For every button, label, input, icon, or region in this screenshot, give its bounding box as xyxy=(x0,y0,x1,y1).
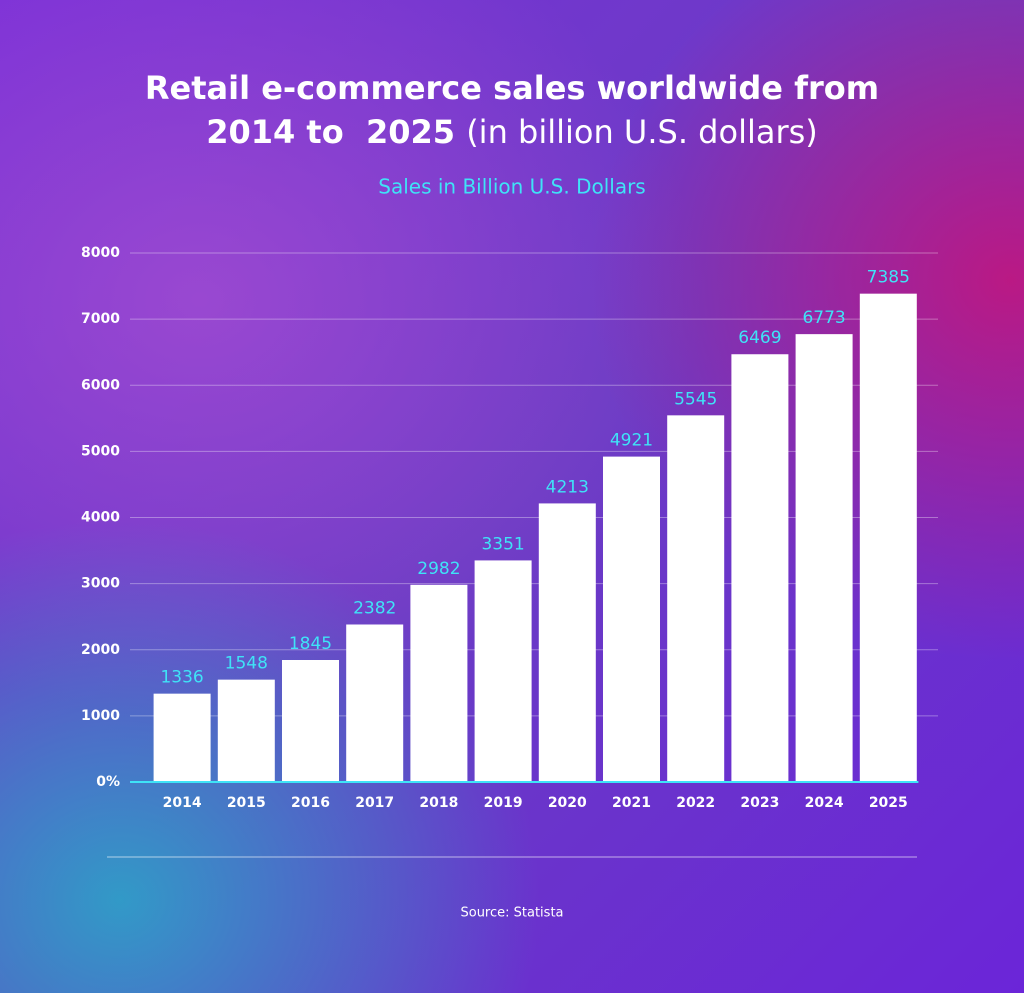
x-tick-label: 2015 xyxy=(227,795,266,811)
bar xyxy=(153,693,211,782)
bar xyxy=(667,415,725,782)
bar xyxy=(346,624,404,782)
y-tick-label: 4000 xyxy=(81,510,120,526)
x-tick-label: 2020 xyxy=(548,795,587,811)
y-tick-label: 7000 xyxy=(81,311,120,327)
value-label: 7385 xyxy=(867,268,910,288)
y-tick-label: 2000 xyxy=(81,642,120,658)
source: Source: Statista xyxy=(460,906,563,921)
value-label: 1548 xyxy=(225,654,268,674)
y-tick-label: 5000 xyxy=(81,443,120,459)
y-tick-label: 8000 xyxy=(81,245,120,261)
x-tick-label: 2021 xyxy=(612,795,651,811)
x-tick-label: 2023 xyxy=(740,795,779,811)
x-tick-label: 2022 xyxy=(676,795,715,811)
value-label: 3351 xyxy=(481,534,524,554)
bar xyxy=(603,456,660,782)
y-tick-label: 0% xyxy=(96,774,120,790)
title-block: Retail e-commerce sales worldwide from 2… xyxy=(132,66,892,154)
bar xyxy=(410,584,468,782)
value-label: 1336 xyxy=(160,668,203,688)
x-tick-label: 2024 xyxy=(805,795,844,811)
x-tick-label: 2018 xyxy=(419,795,458,811)
bar xyxy=(538,503,596,782)
chart-title: Retail e-commerce sales worldwide from 2… xyxy=(144,69,891,151)
title-note: (in billion U.S. dollars) xyxy=(466,113,818,151)
value-label: 4213 xyxy=(546,477,589,497)
bar xyxy=(859,293,917,782)
chart-subtitle: Sales in Billion U.S. Dollars xyxy=(378,175,645,199)
x-tick-label: 2016 xyxy=(291,795,330,811)
value-label: 2382 xyxy=(353,598,396,618)
bar xyxy=(731,354,789,782)
bar xyxy=(474,560,532,782)
value-label: 2982 xyxy=(417,559,460,579)
value-label: 6469 xyxy=(738,328,781,348)
value-label: 6773 xyxy=(802,308,845,328)
value-label: 5545 xyxy=(674,389,717,409)
x-tick-label: 2019 xyxy=(484,795,523,811)
x-tick-label: 2014 xyxy=(163,795,202,811)
y-tick-label: 6000 xyxy=(81,377,120,393)
value-label: 1845 xyxy=(289,634,332,654)
y-tick-label: 3000 xyxy=(81,576,120,592)
bar xyxy=(795,334,853,782)
x-tick-label: 2025 xyxy=(869,795,908,811)
x-tick-label: 2017 xyxy=(355,795,394,811)
value-label: 4921 xyxy=(610,431,653,451)
bar xyxy=(217,679,275,782)
bar xyxy=(282,659,339,782)
y-tick-label: 1000 xyxy=(81,708,120,724)
